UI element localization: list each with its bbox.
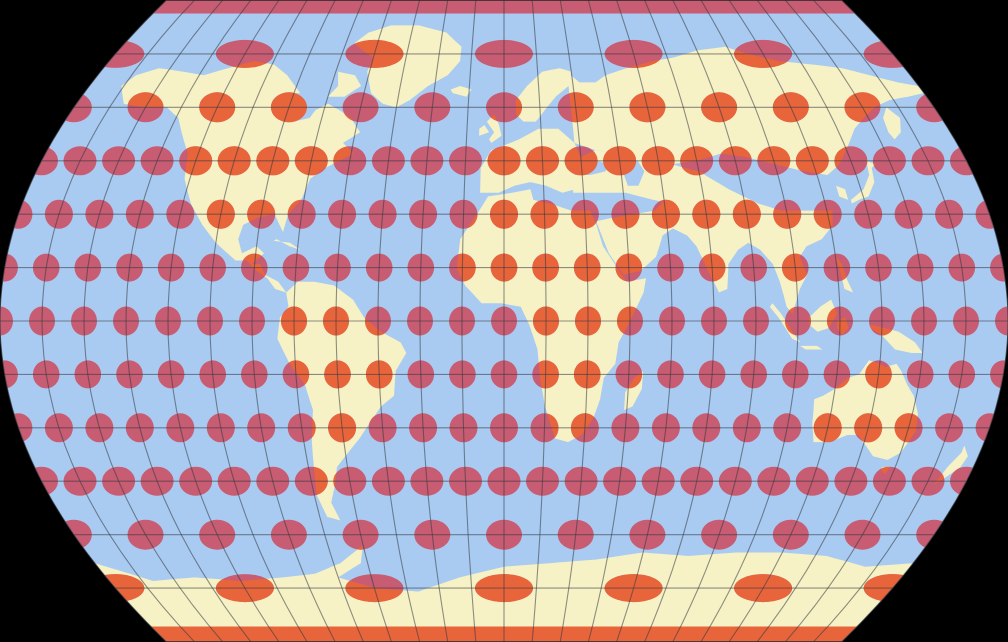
landmass-java — [800, 345, 823, 350]
landmass-kamchatka — [883, 107, 901, 140]
landmass-greece — [558, 175, 570, 190]
landmass-korea — [836, 185, 849, 200]
landmass-siberia — [566, 46, 925, 175]
tissot-pole-band — [94, 626, 968, 642]
tissot-indicatrix — [0, 306, 13, 336]
landmass-iceland — [450, 86, 472, 97]
landmass-baffin-island — [327, 71, 362, 97]
landmass-britain — [486, 114, 502, 143]
landmass-japan — [850, 160, 876, 204]
tissot-indicatrix — [995, 306, 1008, 336]
landmass-south-america — [277, 281, 407, 521]
landmass-south-asia — [596, 164, 833, 314]
landmass-ireland — [479, 125, 490, 136]
landmass-scandinavia — [515, 68, 572, 122]
landmass-cuba — [273, 239, 301, 250]
